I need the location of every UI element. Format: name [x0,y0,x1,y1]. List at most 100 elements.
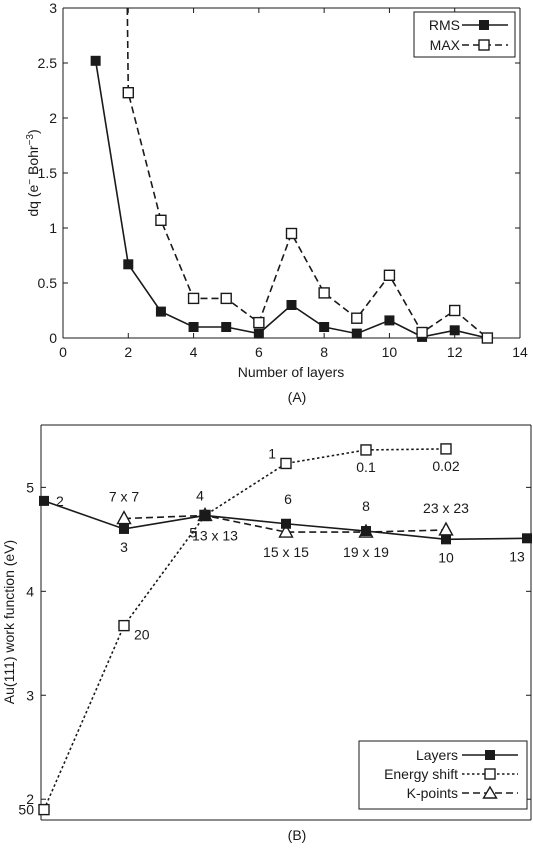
panel-a-x-tick-label: 8 [320,344,328,360]
data-point-rms [90,55,101,66]
legend-marker-energy-shift [484,768,496,780]
panel-a-y-tick-label: 3 [49,0,57,16]
point-label-k-points: 15 x 15 [263,544,309,560]
panel-b-y-tick-label: 2 [26,791,34,807]
data-point-rms [286,300,297,310]
data-point-rms [253,328,264,339]
legend-marker-rms [479,20,489,30]
data-point-energy-shift [440,443,452,455]
data-point-energy-shift [280,457,292,470]
panel-b-y-tick-label: 4 [26,583,34,599]
point-label-energy-shift: 0.1 [356,459,376,475]
legend-label-k-points: K-points [407,785,458,801]
panel-a-y-tick-label: 0.5 [38,275,58,291]
data-point-max [253,316,265,329]
point-label-k-points: 7 x 7 [109,489,140,505]
panel-a: 0 2 4 6 8 10 12 14 0 0.5 1 1.5 2 2.5 3 Number of layer… [25,0,528,405]
point-label-layers: 10 [438,549,454,565]
panel-b-y-tick-label: 5 [26,479,34,495]
panel-a-ticks: 0 2 4 6 8 10 12 14 0 0.5 1 1.5 2 2.5 3 [38,0,528,360]
data-point-layers [441,534,451,545]
data-point-rms [319,322,330,332]
data-point-layers [200,510,210,521]
panel-a-y-tick-label: 2.5 [38,55,58,71]
data-point-rms [449,325,460,336]
panel-a-y-tick-label: 1.5 [38,165,58,181]
data-point-max [351,312,363,324]
data-point-layers [522,533,532,544]
panel-a-x-tick-label: 0 [59,344,67,360]
legend-label-layers: Layers [416,747,458,763]
legend-label-max: MAX [430,37,461,53]
point-label-layers: 2 [56,493,64,509]
point-label-layers: 8 [362,498,370,514]
point-label-layers: 6 [284,491,292,507]
data-point-rms [351,328,362,339]
point-label-k-points: 23 x 23 [423,500,469,516]
legend-label-rms: RMS [429,17,460,33]
series-line-k-points [123,514,447,533]
panel-a-label: (A) [288,389,307,405]
data-point-max [220,292,232,305]
data-point-layers [119,523,129,534]
panel-a-x-axis-label: Number of layers [238,364,345,380]
panel-b-point-labels: 50 20 5 1 0.1 0.02 7 x 7 13 x 13 15 x 15 19 x 19 2… [18,445,525,817]
point-label-layers: 4 [196,487,204,503]
data-point-max [187,292,200,305]
series-line-energy-shift [43,448,447,810]
panel-a-x-tick-label: 10 [382,344,398,360]
legend-item-energy-shift: Energy shift [384,766,518,782]
point-label-k-points: 19 x 19 [343,544,389,560]
data-point-rms [188,322,199,332]
panel-a-x-tick-label: 2 [124,344,132,360]
data-point-rms [384,315,395,326]
legend-item-rms: RMS [429,17,508,33]
legend-marker-max [478,39,490,51]
panel-b-ticks: 2 3 4 5 [26,479,531,807]
panel-b-y-axis-label: Au(111) work function (eV) [1,540,17,704]
legend-marker-k-points [482,785,498,799]
panel-a-y-tick-label: 0 [49,330,57,346]
data-point-k-points [438,521,454,536]
data-point-energy-shift [360,444,372,456]
data-point-rms [221,322,232,332]
legend-item-max: MAX [430,37,508,53]
panel-a-x-tick-label: 6 [255,344,263,360]
point-label-energy-shift: 1 [268,445,276,461]
panel-a-x-tick-label: 14 [512,344,528,360]
data-point-max [383,269,396,281]
legend-marker-layers [485,750,495,760]
panel-a-x-tick-label: 12 [447,344,463,360]
data-point-rms [123,259,134,270]
data-point-energy-shift [118,619,130,632]
data-point-max [416,326,428,339]
legend-item-k-points: K-points [407,785,518,801]
panel-b-markers [38,443,532,816]
point-label-energy-shift: 5 [189,524,197,540]
legend-item-layers: Layers [416,747,518,763]
point-label-k-points: 13 x 13 [192,527,238,543]
data-point-max [155,214,167,227]
panel-b: 2 3 4 5 50 20 5 1 0.1 0.02 7 x 7 13 x 13 15 x 15 19 … [1,424,532,843]
data-point-layers [39,495,49,506]
panel-a-y-tick-label: 2 [49,110,57,126]
panel-a-y-axis-label: dq (e− Bohr−3) [25,129,41,216]
data-point-max [285,227,298,240]
data-point-max [449,304,461,317]
data-point-rms [155,306,166,317]
data-point-max [318,287,330,299]
point-label-layers: 13 [509,548,525,564]
panel-b-legend: Layers Energy shift K-points [358,740,528,810]
data-point-max [122,86,134,99]
data-point-layers [281,518,291,529]
data-point-max [481,332,494,344]
point-label-energy-shift: 0.02 [432,458,459,474]
panel-a-legend: RMS MAX [413,11,516,58]
panel-b-y-tick-label: 3 [26,687,34,703]
series-line-rms [94,60,488,339]
data-point-k-points [278,523,294,538]
data-point-k-points [116,510,132,525]
panel-a-x-tick-label: 4 [190,344,198,360]
point-label-energy-shift: 20 [134,627,150,643]
panel-b-label: (B) [288,827,307,843]
